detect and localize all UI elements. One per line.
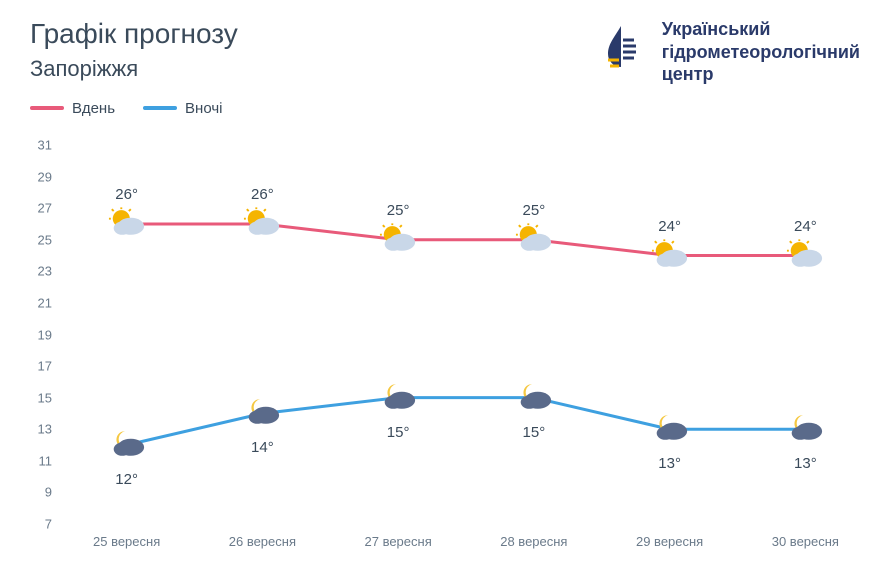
sun-cloud-icon xyxy=(379,223,417,257)
moon-cloud-icon xyxy=(243,397,281,431)
point-label: 24° xyxy=(658,218,681,235)
plot-region: 26° 26° 25° 25° xyxy=(62,145,870,524)
moon-cloud-icon xyxy=(651,413,689,447)
x-tick: 30 вересня xyxy=(772,534,839,549)
point-label: 24° xyxy=(794,218,817,235)
plot-svg xyxy=(62,145,870,524)
moon-cloud-icon xyxy=(786,413,824,447)
y-tick: 7 xyxy=(45,517,52,532)
x-tick: 27 вересня xyxy=(365,534,432,549)
chart-subtitle: Запоріжжя xyxy=(30,56,238,82)
y-axis: 791113151719212325272931 xyxy=(30,145,58,524)
org-line3: центр xyxy=(662,63,860,86)
x-tick: 26 вересня xyxy=(229,534,296,549)
x-tick: 28 вересня xyxy=(500,534,567,549)
series-line xyxy=(127,224,806,256)
sun-cloud-icon xyxy=(651,239,689,273)
org-block: Український гідрометеорологічний центр xyxy=(594,18,860,86)
y-tick: 19 xyxy=(38,327,52,342)
org-logo-icon xyxy=(594,22,648,81)
org-line2: гідрометеорологічний xyxy=(662,41,860,64)
y-tick: 11 xyxy=(39,453,53,468)
sun-cloud-icon xyxy=(515,223,553,257)
y-tick: 29 xyxy=(38,169,52,184)
moon-cloud-icon xyxy=(515,381,553,415)
y-tick: 9 xyxy=(45,485,52,500)
x-tick: 29 вересня xyxy=(636,534,703,549)
org-line1: Український xyxy=(662,18,860,41)
point-label: 25° xyxy=(523,202,546,219)
y-tick: 23 xyxy=(38,264,52,279)
sun-cloud-icon xyxy=(108,207,146,241)
point-label: 15° xyxy=(387,424,410,441)
legend-day: Вдень xyxy=(30,100,115,117)
y-tick: 31 xyxy=(38,138,52,153)
point-label: 26° xyxy=(115,186,138,203)
series-line xyxy=(127,398,806,445)
chart-title: Графік прогнозу xyxy=(30,18,238,50)
point-label: 26° xyxy=(251,186,274,203)
y-tick: 13 xyxy=(38,422,52,437)
point-label: 25° xyxy=(387,202,410,219)
x-tick: 25 вересня xyxy=(93,534,160,549)
title-block: Графік прогнозу Запоріжжя xyxy=(30,18,238,82)
chart-area: 791113151719212325272931 26° 26° xyxy=(30,145,870,554)
y-tick: 17 xyxy=(38,359,52,374)
legend: Вдень Вночі xyxy=(0,86,890,117)
y-tick: 27 xyxy=(38,201,52,216)
point-label: 15° xyxy=(523,424,546,441)
moon-cloud-icon xyxy=(108,428,146,462)
point-label: 13° xyxy=(794,455,817,472)
point-label: 14° xyxy=(251,439,274,456)
legend-day-label: Вдень xyxy=(72,100,115,117)
y-tick: 25 xyxy=(38,232,52,247)
legend-night-label: Вночі xyxy=(185,100,222,117)
legend-night-swatch xyxy=(143,106,177,110)
moon-cloud-icon xyxy=(379,381,417,415)
point-label: 13° xyxy=(658,455,681,472)
legend-day-swatch xyxy=(30,106,64,110)
sun-cloud-icon xyxy=(786,239,824,273)
legend-night: Вночі xyxy=(143,100,222,117)
point-label: 12° xyxy=(115,471,138,488)
org-name: Український гідрометеорологічний центр xyxy=(662,18,860,86)
y-tick: 15 xyxy=(38,390,52,405)
x-axis: 25 вересня 26 вересня 27 вересня 28 вересня… xyxy=(62,528,870,554)
y-tick: 21 xyxy=(38,295,52,310)
sun-cloud-icon xyxy=(243,207,281,241)
header: Графік прогнозу Запоріжжя xyxy=(0,0,890,86)
